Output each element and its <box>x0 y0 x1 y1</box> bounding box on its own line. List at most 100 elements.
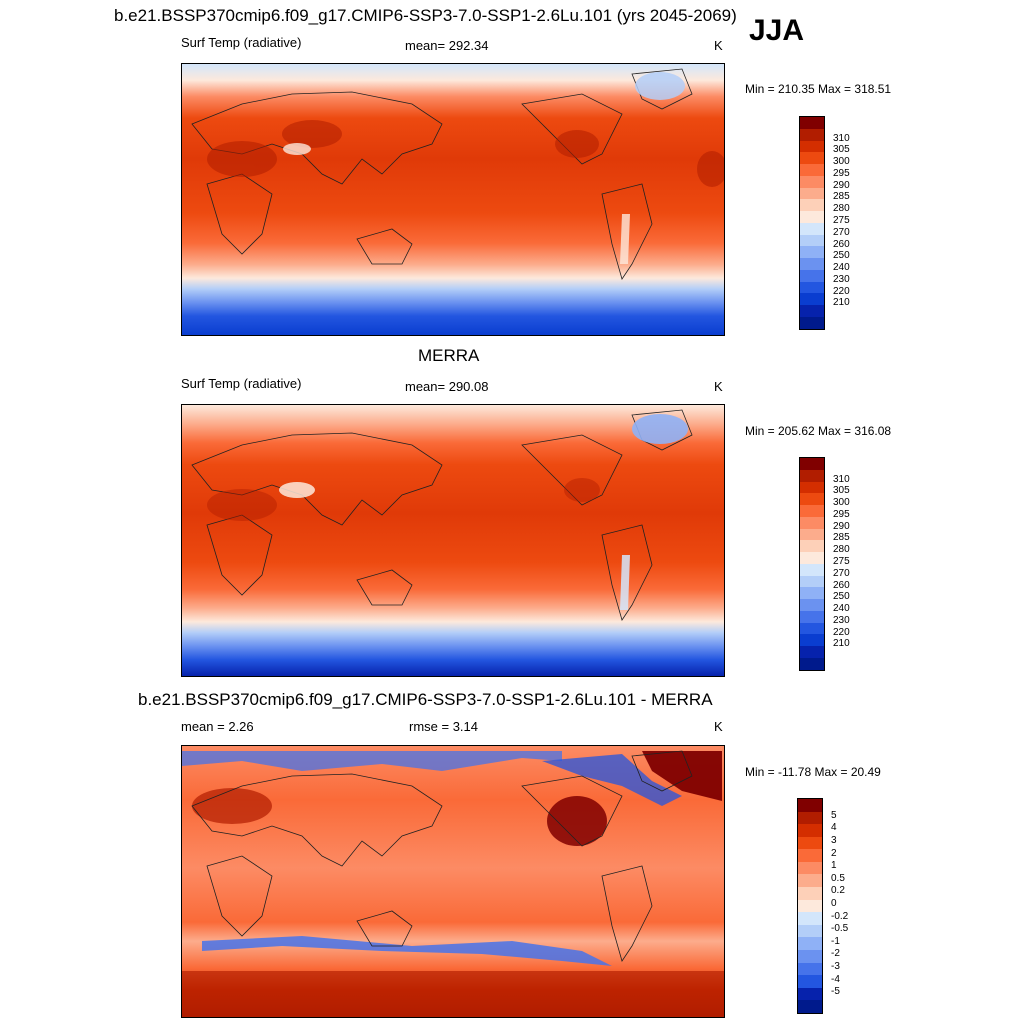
colorbar-swatch <box>800 269 824 282</box>
panel-2-title: MERRA <box>418 346 480 365</box>
colorbar-swatch <box>798 987 822 1001</box>
colorbar-tick-label: 260 <box>833 579 850 591</box>
colorbar-swatch <box>800 481 824 494</box>
colorbar-swatch <box>800 128 824 141</box>
colorbar-tick-label: 1 <box>831 860 837 872</box>
colorbar-swatch <box>800 622 824 635</box>
colorbar-tick-label: 250 <box>833 591 850 603</box>
colorbar-tick-label: -0.5 <box>831 923 849 935</box>
colorbar-swatch <box>798 849 822 862</box>
colorbar-tick-label: 295 <box>833 167 850 179</box>
colorbar-tick-label: -3 <box>831 960 840 972</box>
panel-2-unit-label: K <box>714 379 723 394</box>
colorbar-tick-label: 5 <box>831 809 837 821</box>
colorbar-swatch <box>800 575 824 588</box>
colorbar-swatch <box>800 516 824 529</box>
panel-2-variable-label: Surf Temp (radiative) <box>181 376 302 391</box>
colorbar-tick-label: 230 <box>833 273 850 285</box>
colorbar-swatch <box>798 975 822 988</box>
colorbar-tick-label: 310 <box>833 473 850 485</box>
colorbar-tick-label: 300 <box>833 156 850 168</box>
colorbar-tick-label: -4 <box>831 973 840 985</box>
colorbar-tick-label: 250 <box>833 250 850 262</box>
colorbar-swatch <box>798 874 822 888</box>
colorbar-swatch <box>800 458 824 470</box>
colorbar-tick-label: 275 <box>833 215 850 226</box>
colorbar-swatch <box>800 634 824 647</box>
colorbar-tick-label: 260 <box>833 238 850 250</box>
colorbar-tick-label: 290 <box>833 179 850 191</box>
colorbar-tick-label: 300 <box>833 497 850 509</box>
colorbar-tick-label: 220 <box>833 626 850 638</box>
colorbar-tick-label: 270 <box>833 567 850 579</box>
colorbar-tick-label: -5 <box>831 986 840 998</box>
colorbar-tick-label: 310 <box>833 132 850 144</box>
panel-1-unit-label: K <box>714 38 723 53</box>
colorbar-tick-label: 210 <box>833 638 850 650</box>
colorbar-tick-label: 220 <box>833 285 850 297</box>
panel-3-unit-label: K <box>714 719 723 734</box>
panel-1-mean-label: mean= 292.34 <box>405 38 489 53</box>
colorbar-tick-label: -2 <box>831 948 840 960</box>
colorbar-swatch <box>800 563 824 576</box>
colorbar-swatch <box>800 469 824 482</box>
colorbar-tick-label: 285 <box>833 191 850 203</box>
colorbar-tick-label: 210 <box>833 297 850 309</box>
colorbar-tick-label: 4 <box>831 822 837 834</box>
colorbar-swatch <box>800 222 824 235</box>
colorbar-swatch <box>800 117 824 129</box>
colorbar-tick-label: 275 <box>833 556 850 567</box>
season-label: JJA <box>749 14 805 47</box>
colorbar-swatch <box>800 610 824 623</box>
colorbar-swatch <box>800 646 824 659</box>
colorbar-tick-label: 0 <box>831 898 837 909</box>
colorbar-swatch <box>798 799 822 812</box>
colorbar-swatch <box>798 949 822 963</box>
colorbar-swatch <box>798 912 822 925</box>
colorbar-tick-label: 2 <box>831 847 837 859</box>
colorbar-swatch <box>798 937 822 950</box>
colorbar-swatch <box>798 924 822 938</box>
colorbar-swatch <box>800 293 824 306</box>
colorbar-tick-label: -1 <box>831 935 840 947</box>
panel-3-rmse-label: rmse = 3.14 <box>409 719 479 734</box>
colorbar-swatch <box>800 658 824 670</box>
colorbar-tick-label: 290 <box>833 520 850 532</box>
colorbar-swatch <box>798 1000 822 1013</box>
colorbar-tick-label: 240 <box>833 262 850 274</box>
colorbar-tick-label: 280 <box>833 203 850 215</box>
panel-2-map <box>181 404 725 677</box>
colorbar-swatch <box>798 836 822 850</box>
panel-2-mean-label: mean= 290.08 <box>405 379 489 394</box>
colorbar-swatch <box>798 811 822 825</box>
colorbar-tick-label: 3 <box>831 835 837 847</box>
panel-1-map <box>181 63 725 336</box>
panel-1-variable-label: Surf Temp (radiative) <box>181 35 302 50</box>
colorbar-tick-label: 230 <box>833 614 850 626</box>
colorbar-swatch <box>800 540 824 553</box>
colorbar-tick-label: 270 <box>833 226 850 238</box>
colorbar-swatch <box>800 234 824 247</box>
colorbar-swatch <box>798 824 822 837</box>
panel-2-colorbar <box>799 457 825 671</box>
colorbar-swatch <box>800 187 824 200</box>
colorbar-swatch <box>798 899 822 913</box>
panel-1-colorbar <box>799 116 825 330</box>
colorbar-swatch <box>800 587 824 600</box>
panel-3-title: b.e21.BSSP370cmip6.f09_g17.CMIP6-SSP3-7.… <box>138 690 713 709</box>
colorbar-swatch <box>800 152 824 165</box>
colorbar-swatch <box>800 493 824 506</box>
colorbar-swatch <box>800 246 824 259</box>
colorbar-tick-label: -0.2 <box>831 910 849 922</box>
colorbar-swatch <box>798 887 822 900</box>
colorbar-swatch <box>800 305 824 318</box>
colorbar-swatch <box>798 861 822 875</box>
colorbar-tick-label: 295 <box>833 508 850 520</box>
colorbar-tick-label: 240 <box>833 603 850 615</box>
colorbar-swatch <box>800 505 824 517</box>
colorbar-tick-label: 305 <box>833 485 850 497</box>
colorbar-swatch <box>800 258 824 270</box>
panel-3-minmax-label: Min = -11.78 Max = 20.49 <box>745 765 881 779</box>
colorbar-swatch <box>798 962 822 976</box>
colorbar-tick-label: 280 <box>833 544 850 556</box>
